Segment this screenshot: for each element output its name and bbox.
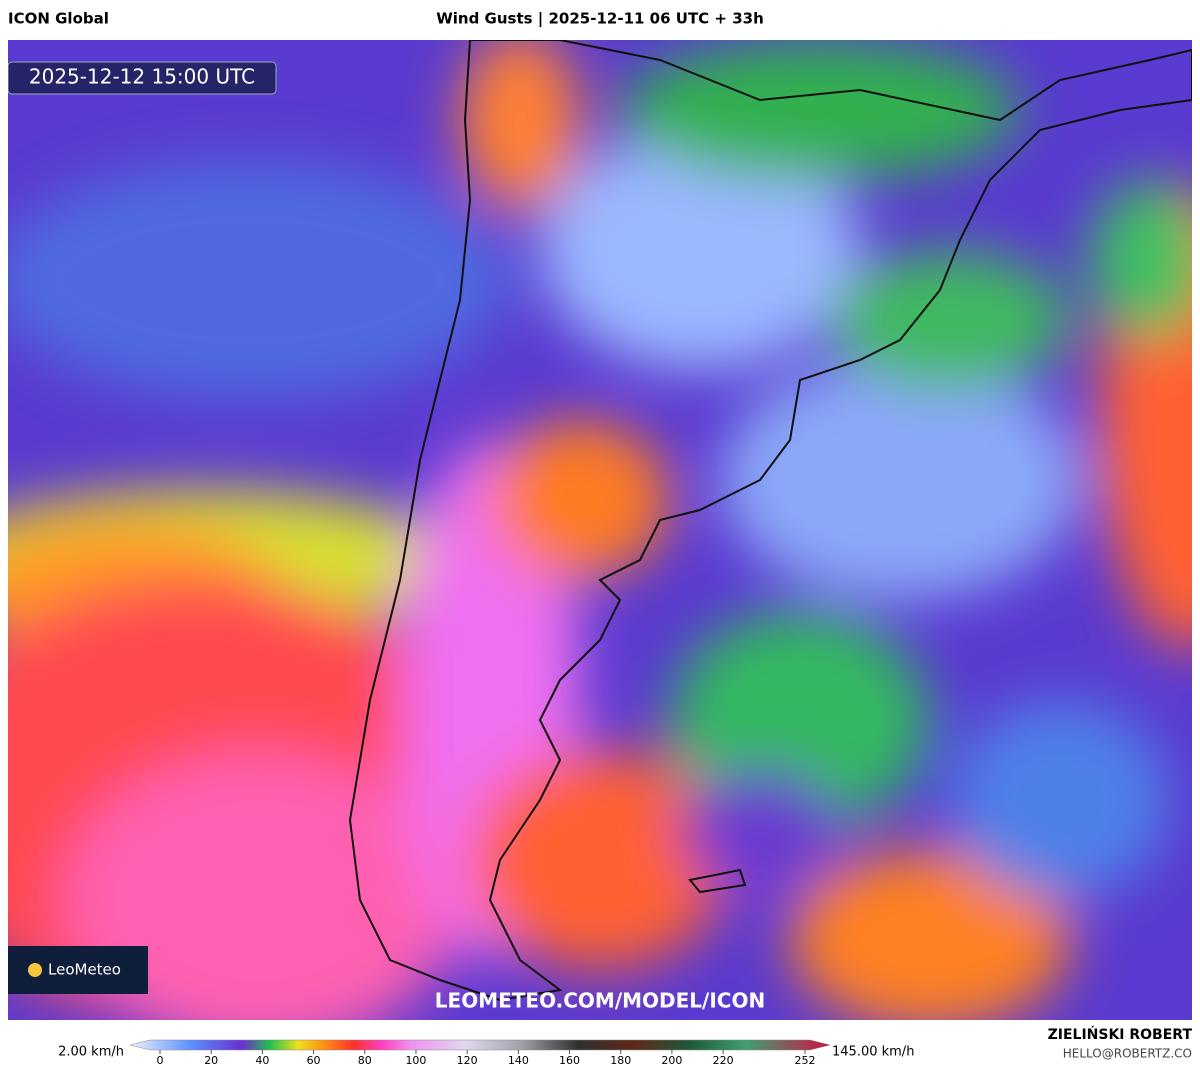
logo: LeoMeteo bbox=[48, 961, 121, 979]
colorbar-tick-label: 200 bbox=[661, 1054, 682, 1066]
email: HELLO@ROBERTZ.CO bbox=[1063, 1047, 1192, 1061]
colorbar-tick-label: 80 bbox=[358, 1054, 372, 1066]
valid-time: 2025-12-12 15:00 UTC bbox=[29, 65, 255, 89]
colorbar-tick-label: 0 bbox=[157, 1054, 164, 1066]
map-title: Wind Gusts | 2025-12-11 06 UTC + 33h bbox=[436, 10, 764, 29]
legend-min: 2.00 km/h bbox=[58, 1045, 124, 1060]
colorbar bbox=[129, 1039, 831, 1051]
model-name: ICON Global bbox=[8, 10, 109, 28]
colorbar-tick-label: 60 bbox=[307, 1054, 321, 1066]
colorbar-tick-label: 120 bbox=[457, 1054, 478, 1066]
colorbar-tick-label: 220 bbox=[713, 1054, 734, 1066]
colorbar-tick-label: 40 bbox=[255, 1054, 269, 1066]
wind-field: 2025-12-12 15:00 UTC LeoMeteo LEOMETEO.C… bbox=[8, 40, 1192, 1020]
colorbar-tick-label: 160 bbox=[559, 1054, 580, 1066]
colorbar-tick-label: 20 bbox=[204, 1054, 218, 1066]
author: ZIELIŃSKI ROBERT bbox=[1048, 1025, 1193, 1043]
legend-max: 145.00 km/h bbox=[832, 1045, 914, 1060]
colorbar-tick-label: 180 bbox=[610, 1054, 631, 1066]
colorbar-tick-label: 140 bbox=[508, 1054, 529, 1066]
watermark: LEOMETEO.COM/MODEL/ICON bbox=[435, 989, 765, 1013]
colorbar-tick-label: 100 bbox=[405, 1054, 426, 1066]
colorbar-tick-label: 252 bbox=[795, 1054, 816, 1066]
